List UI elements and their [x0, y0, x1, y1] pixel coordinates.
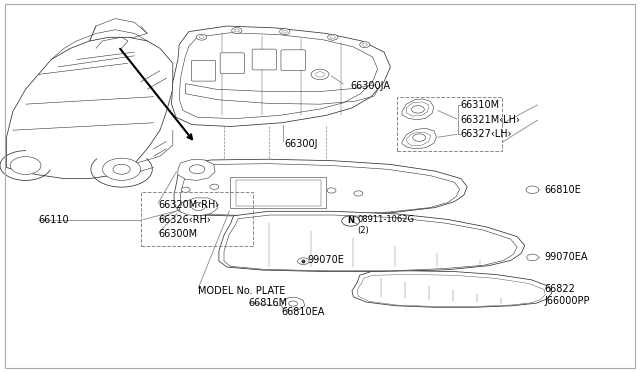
Circle shape — [282, 30, 287, 33]
Circle shape — [527, 254, 538, 261]
Text: 99070E: 99070E — [307, 255, 344, 264]
Polygon shape — [178, 159, 215, 180]
Circle shape — [189, 165, 205, 174]
FancyBboxPatch shape — [230, 177, 326, 208]
Polygon shape — [172, 26, 390, 126]
Text: 66810EA: 66810EA — [282, 307, 325, 317]
Text: 66300J: 66300J — [285, 140, 318, 149]
Circle shape — [199, 36, 204, 39]
Text: 08911-1062G
(2): 08911-1062G (2) — [357, 215, 414, 235]
Circle shape — [280, 29, 290, 35]
Text: 66310M: 66310M — [461, 100, 500, 110]
Circle shape — [181, 187, 190, 192]
Circle shape — [191, 202, 205, 211]
Circle shape — [196, 34, 207, 40]
Circle shape — [413, 134, 426, 141]
Circle shape — [362, 43, 367, 46]
Polygon shape — [219, 211, 525, 272]
Circle shape — [232, 28, 242, 33]
Circle shape — [113, 164, 130, 174]
Text: J66000PP: J66000PP — [544, 296, 589, 305]
Circle shape — [412, 106, 424, 113]
FancyBboxPatch shape — [191, 60, 216, 81]
Circle shape — [311, 69, 329, 80]
Circle shape — [328, 34, 338, 40]
Circle shape — [330, 36, 335, 39]
Circle shape — [234, 29, 239, 32]
Text: 66326‹RH›: 66326‹RH› — [159, 215, 211, 225]
Circle shape — [289, 301, 298, 306]
Polygon shape — [90, 19, 147, 41]
Circle shape — [10, 157, 41, 174]
Circle shape — [316, 72, 324, 77]
Polygon shape — [282, 298, 305, 310]
Text: 66810E: 66810E — [544, 185, 580, 195]
Text: 66110: 66110 — [38, 215, 69, 225]
Text: 66822: 66822 — [544, 285, 575, 294]
Circle shape — [102, 158, 141, 180]
Text: 66321M‹LH›: 66321M‹LH› — [461, 115, 521, 125]
Polygon shape — [402, 128, 436, 149]
Text: 66327‹LH›: 66327‹LH› — [461, 129, 512, 139]
Polygon shape — [174, 159, 467, 217]
Polygon shape — [402, 99, 434, 120]
FancyBboxPatch shape — [252, 49, 276, 70]
Text: 66300M: 66300M — [159, 230, 198, 239]
Text: 66300JA: 66300JA — [351, 81, 390, 90]
Circle shape — [327, 188, 336, 193]
Circle shape — [360, 42, 370, 48]
Text: 99070EA: 99070EA — [544, 252, 588, 262]
Circle shape — [298, 258, 309, 264]
Text: MODEL No. PLATE: MODEL No. PLATE — [198, 286, 286, 296]
Circle shape — [354, 191, 363, 196]
FancyBboxPatch shape — [220, 53, 244, 74]
Polygon shape — [352, 271, 552, 307]
Text: N: N — [348, 217, 354, 225]
Text: 66816M: 66816M — [248, 298, 287, 308]
Polygon shape — [179, 198, 218, 216]
Circle shape — [210, 184, 219, 189]
Circle shape — [312, 71, 324, 78]
Text: 66320M‹RH›: 66320M‹RH› — [159, 201, 220, 210]
Polygon shape — [6, 37, 173, 179]
Circle shape — [526, 186, 539, 193]
Circle shape — [342, 216, 360, 226]
FancyBboxPatch shape — [281, 50, 305, 71]
